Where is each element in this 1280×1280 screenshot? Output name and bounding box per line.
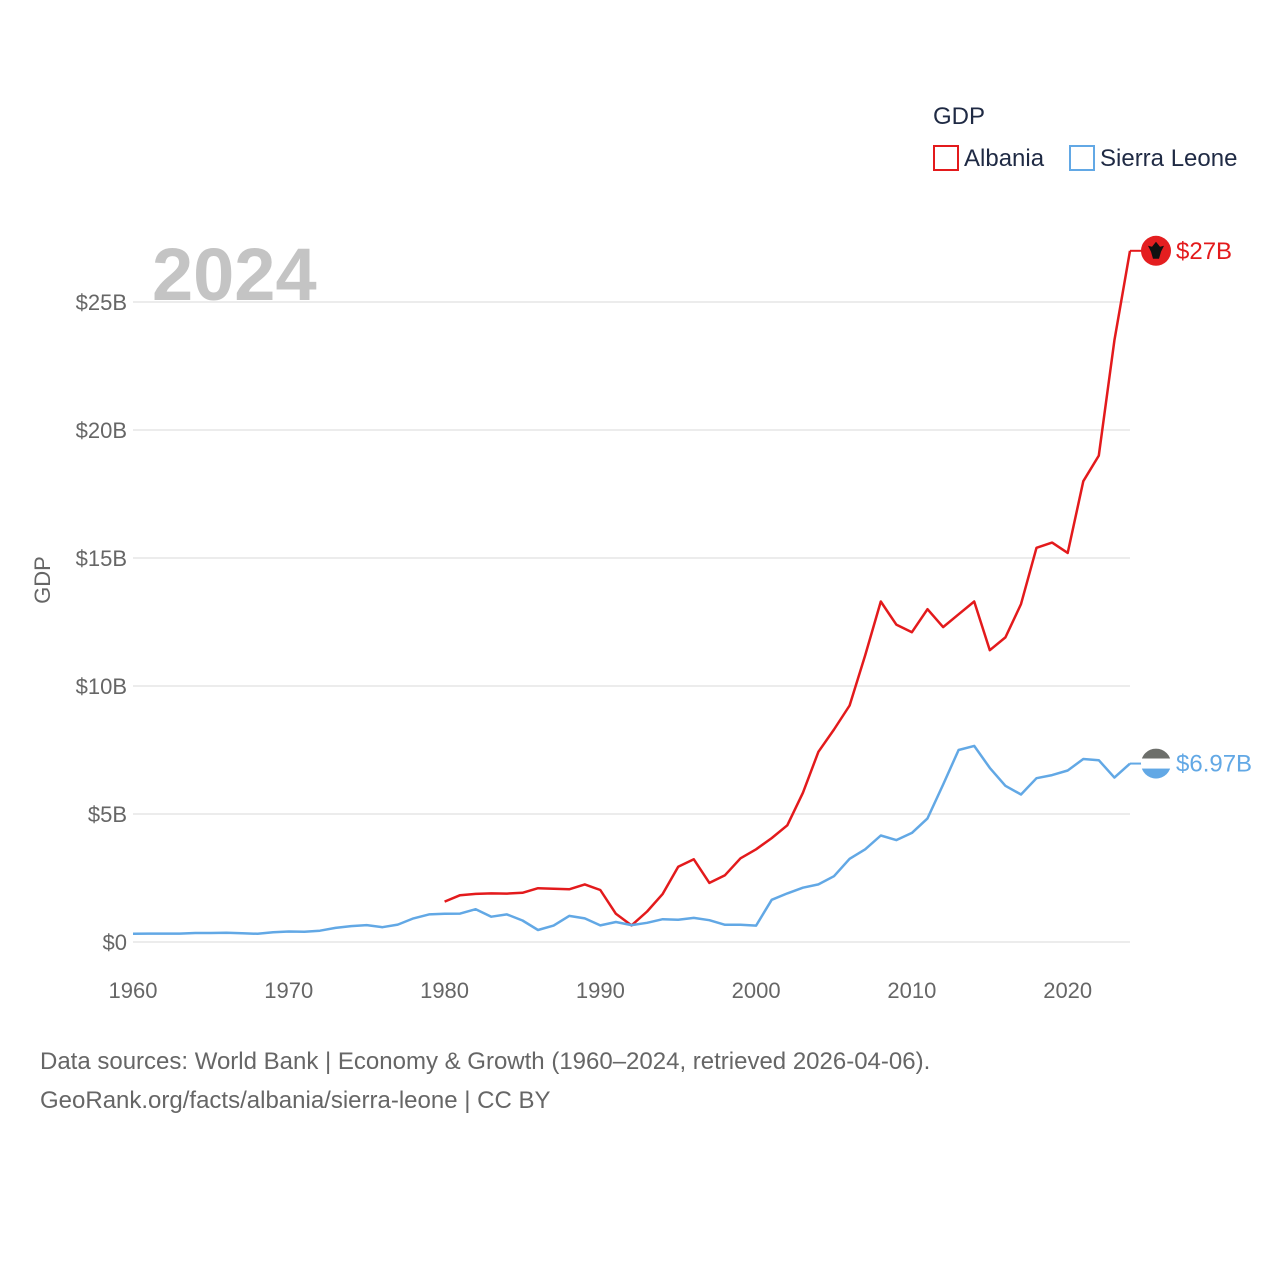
source-line-2[interactable]: GeoRank.org/facts/albania/sierra-leone |… xyxy=(40,1087,551,1114)
end-markers: $27B $6.97B xyxy=(1130,235,1252,779)
x-axis-ticks: 1960 1970 1980 1990 2000 2010 2020 xyxy=(109,978,1093,1003)
legend-item-sierra-leone[interactable]: Sierra Leone xyxy=(1069,145,1237,172)
y-tick-label: $25B xyxy=(76,290,127,315)
x-tick-label: 1960 xyxy=(109,978,158,1003)
y-tick-label: $0 xyxy=(103,930,127,955)
sierra-leone-flag-icon xyxy=(1141,748,1171,779)
y-axis-title: GDP xyxy=(30,556,55,604)
end-value-label-sierra-leone: $6.97B xyxy=(1176,751,1252,778)
y-axis-ticks: $0 $5B $10B $15B $20B $25B xyxy=(76,290,127,955)
legend: GDP Albania Sierra Leone xyxy=(933,103,1237,172)
y-tick-label: $10B xyxy=(76,674,127,699)
albania-flag-icon xyxy=(1141,235,1171,266)
legend-title: GDP xyxy=(933,103,985,130)
legend-swatch-sierra-leone xyxy=(1069,145,1095,171)
series-line-albania xyxy=(444,250,1132,927)
y-tick-label: $20B xyxy=(76,418,127,443)
series-line-sierra-leone xyxy=(132,744,1131,936)
legend-label-albania: Albania xyxy=(964,145,1045,172)
x-tick-label: 1970 xyxy=(264,978,313,1003)
x-tick-label: 1980 xyxy=(420,978,469,1003)
x-tick-label: 2000 xyxy=(732,978,781,1003)
x-tick-label: 2020 xyxy=(1043,978,1092,1003)
source-line-1: Data sources: World Bank | Economy & Gro… xyxy=(40,1048,931,1075)
end-value-label-albania: $27B xyxy=(1176,238,1232,265)
legend-swatch-albania xyxy=(933,145,959,171)
x-tick-label: 2010 xyxy=(887,978,936,1003)
year-watermark: 2024 xyxy=(152,233,317,316)
legend-item-albania[interactable]: Albania xyxy=(933,145,1045,172)
y-tick-label: $15B xyxy=(76,546,127,571)
legend-label-sierra-leone: Sierra Leone xyxy=(1100,145,1237,172)
y-tick-label: $5B xyxy=(88,802,127,827)
source-note: Data sources: World Bank | Economy & Gro… xyxy=(40,1042,930,1120)
gridlines xyxy=(133,301,1130,943)
x-tick-label: 1990 xyxy=(576,978,625,1003)
series-lines xyxy=(132,250,1132,936)
